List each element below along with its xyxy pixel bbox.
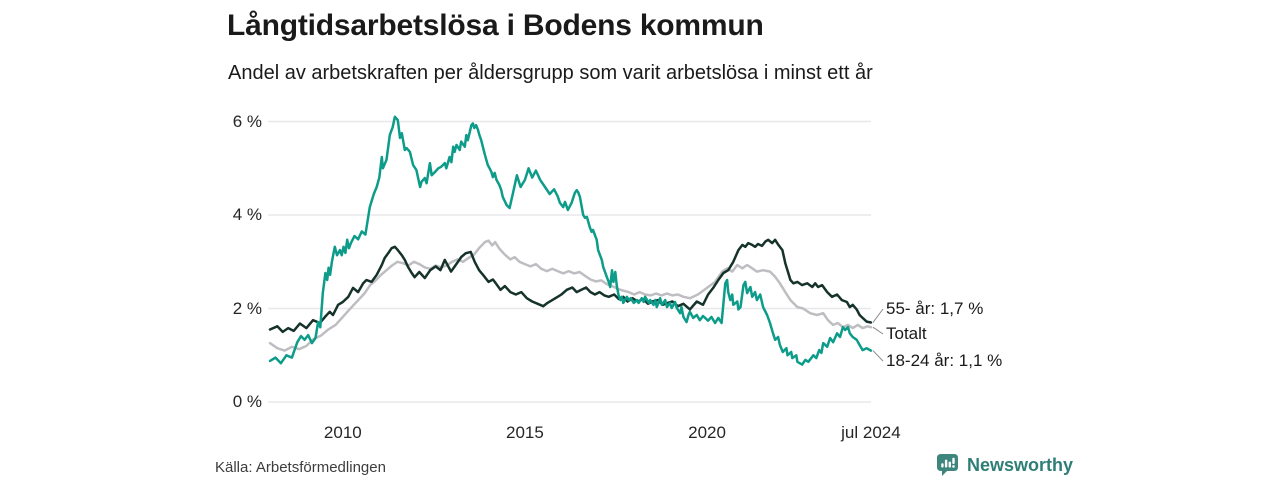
leader-line-55-år (872, 308, 884, 323)
page-subtitle: Andel av arbetskraften per åldersgrupp s… (228, 62, 873, 84)
series-label-55-år: 55- år: 1,7 % (886, 299, 984, 318)
newsworthy-wordmark: Newsworthy (967, 454, 1074, 475)
series-line-totalt (268, 239, 873, 352)
newsworthy-logo: Newsworthy (936, 453, 1073, 477)
source-note: Källa: Arbetsförmedlingen (215, 459, 386, 476)
series-line-55-år (268, 238, 873, 334)
y-tick-6: 6 % (232, 111, 262, 131)
series-line-18-24-år (268, 115, 873, 366)
x-tick-2010: 2010 (323, 423, 362, 442)
series-lines (268, 115, 873, 366)
page-title: Långtidsarbetslösa i Bodens kommun (227, 9, 764, 42)
y-tick-0: 0 % (232, 392, 262, 411)
bar-chart-speech-bubble-icon (937, 454, 958, 476)
gridlines (268, 120, 871, 403)
series-label-totalt: Totalt (886, 324, 927, 343)
y-tick-4: 4 % (232, 205, 262, 224)
leader-line-18-24-år (872, 350, 884, 362)
y-tick-2: 2 % (232, 298, 262, 318)
series-label-18-24-år: 18-24 år: 1,1 % (886, 351, 1003, 370)
label-leader-lines (872, 308, 884, 362)
leader-line-totalt (872, 326, 884, 335)
x-tick-2015: 2015 (506, 423, 544, 442)
x-tick-jul-2024: jul 2024 (841, 423, 901, 442)
x-tick-2020: 2020 (688, 423, 726, 442)
